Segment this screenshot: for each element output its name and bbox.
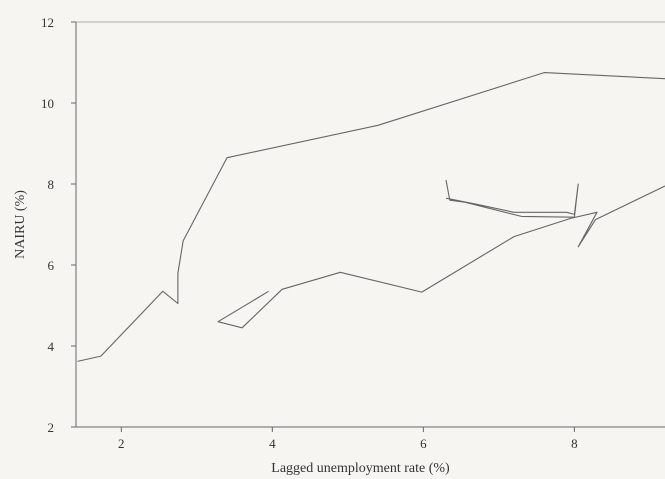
y-tick-label: 12 bbox=[41, 15, 54, 30]
y-tick-label: 6 bbox=[48, 258, 55, 273]
x-tick-label: 4 bbox=[269, 436, 276, 451]
x-tick-label: 8 bbox=[571, 436, 578, 451]
series-line-2 bbox=[217, 185, 665, 329]
y-axis-title: NAIRU (%) bbox=[13, 190, 28, 259]
y-tick-label: 10 bbox=[41, 96, 54, 111]
series-line-3 bbox=[445, 179, 579, 218]
x-tick-label: 6 bbox=[420, 436, 427, 451]
plot-frame bbox=[75, 21, 665, 428]
y-tick-label: 8 bbox=[48, 177, 55, 192]
ticks: 2 4 6 8 2 4 6 8 10 12 bbox=[41, 15, 578, 451]
series-layer bbox=[77, 72, 665, 362]
x-axis-title: Lagged unemployment rate (%) bbox=[271, 461, 450, 476]
x-tick-label: 2 bbox=[118, 436, 125, 451]
series-line-1 bbox=[77, 72, 665, 362]
y-tick-label: 4 bbox=[48, 339, 55, 354]
y-tick-label: 2 bbox=[48, 420, 55, 435]
